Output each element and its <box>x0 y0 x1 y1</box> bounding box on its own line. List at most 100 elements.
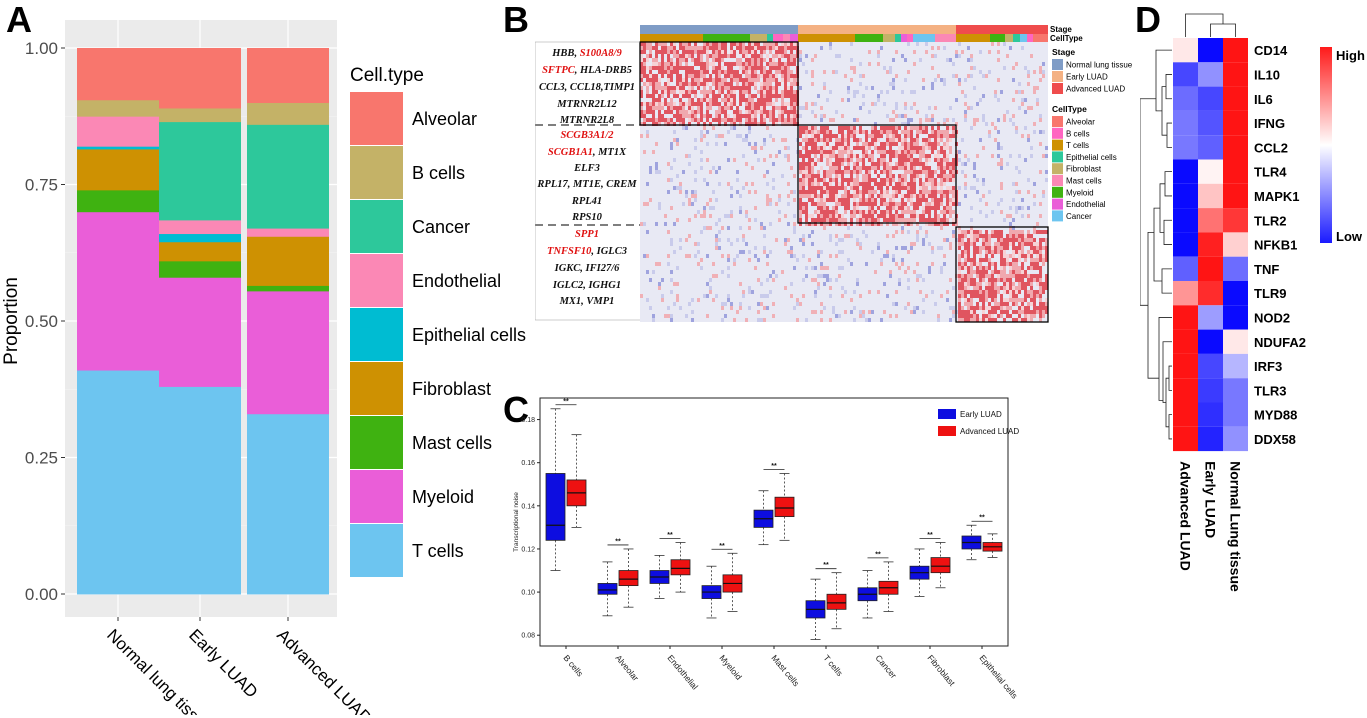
heatmap-cell <box>970 230 973 234</box>
heatmap-cell <box>787 42 790 46</box>
heatmap-cell <box>787 158 790 162</box>
bar-segment <box>77 116 159 147</box>
heatmap-cell <box>790 294 793 298</box>
heatmap-cell <box>946 210 949 214</box>
heatmap-cell <box>994 90 997 94</box>
heatmap-cell <box>988 50 991 54</box>
heatmap-cell <box>805 142 808 146</box>
heatmap-cell <box>721 254 724 258</box>
heatmap-cell <box>799 218 802 222</box>
heatmap-cell <box>715 242 718 246</box>
heatmap-cell <box>844 202 847 206</box>
heatmap-cell <box>889 174 892 178</box>
heatmap-cell <box>946 298 949 302</box>
heatmap-cell <box>823 202 826 206</box>
heatmap-cell <box>676 218 679 222</box>
heatmap-cell <box>979 230 982 234</box>
heatmap-cell <box>775 202 778 206</box>
heatmap-cell <box>919 158 922 162</box>
heatmap-cell <box>688 162 691 166</box>
heatmap-cell <box>748 130 751 134</box>
heatmap-cell <box>811 126 814 130</box>
heatmap-cell <box>961 234 964 238</box>
heatmap-cell <box>961 314 964 318</box>
heatmap-cell <box>820 266 823 270</box>
heatmap-cell <box>697 210 700 214</box>
heatmap-cell <box>1030 254 1033 258</box>
heatmap-cell <box>655 106 658 110</box>
heatmap-cell <box>1042 286 1045 290</box>
heatmap-cell <box>868 202 871 206</box>
heatmap-cell <box>940 222 943 226</box>
heatmap-cell <box>967 266 970 270</box>
heatmap-cell <box>1003 250 1006 254</box>
heatmap-cell <box>826 98 829 102</box>
heatmap-cell <box>724 74 727 78</box>
heatmap-cell <box>793 90 796 94</box>
heatmap-cell <box>868 190 871 194</box>
heatmap-cell <box>652 314 655 318</box>
heatmap-cell <box>994 262 997 266</box>
heatmap-cell <box>964 258 967 262</box>
heatmap-cell <box>808 162 811 166</box>
heatmap-cell <box>808 190 811 194</box>
heatmap-cell <box>781 74 784 78</box>
heatmap-cell <box>658 70 661 74</box>
heatmap-cell <box>991 286 994 290</box>
celltype-annotation <box>783 34 790 42</box>
heatmap-cell <box>895 102 898 106</box>
heatmap-cell <box>859 158 862 162</box>
heatmap-cell <box>907 186 910 190</box>
heatmap-cell <box>673 130 676 134</box>
heatmap-cell <box>1006 238 1009 242</box>
heatmap-cell <box>712 126 715 130</box>
heatmap-cell <box>814 138 817 142</box>
heatmap-cell <box>655 98 658 102</box>
heatmap-cell <box>928 206 931 210</box>
heatmap-cell <box>694 178 697 182</box>
heatmap-cell <box>742 82 745 86</box>
heatmap-cell <box>817 94 820 98</box>
heatmap-cell <box>652 102 655 106</box>
heatmap-cell <box>649 50 652 54</box>
heatmap-cell <box>793 110 796 114</box>
heatmap-cell <box>883 194 886 198</box>
heatmap-cell <box>718 86 721 90</box>
heatmap-cell <box>760 62 763 66</box>
heatmap-cell <box>913 218 916 222</box>
heatmap-cell <box>853 162 856 166</box>
heatmap-cell <box>814 218 817 222</box>
heatmap-cell <box>703 226 706 230</box>
heatmap-cell <box>709 46 712 50</box>
heatmap-cell <box>829 162 832 166</box>
heatmap-cell <box>886 70 889 74</box>
heatmap-cell <box>901 246 904 250</box>
heatmap-cell <box>892 254 895 258</box>
heatmap-cell <box>763 90 766 94</box>
heatmap-cell <box>961 274 964 278</box>
heatmap-cell <box>658 110 661 114</box>
heatmap-cell <box>715 294 718 298</box>
heatmap-cell <box>760 114 763 118</box>
heatmap-cell <box>868 170 871 174</box>
heatmap-cell <box>754 142 757 146</box>
heatmap-cell <box>754 122 757 126</box>
heatmap-cell <box>775 74 778 78</box>
heatmap-cell <box>1012 298 1015 302</box>
heatmap-cell <box>763 46 766 50</box>
heatmap-cell <box>1024 290 1027 294</box>
heatmap-cell <box>985 270 988 274</box>
heatmap-cell <box>1173 281 1198 306</box>
heatmap-cell <box>988 234 991 238</box>
heatmap-cell <box>703 294 706 298</box>
heatmap-cell <box>1006 246 1009 250</box>
heatmap-cell <box>865 130 868 134</box>
heatmap-cell <box>763 138 766 142</box>
heatmap-cell <box>931 182 934 186</box>
significance-label: ** <box>563 398 569 405</box>
heatmap-cell <box>904 58 907 62</box>
heatmap-cell <box>859 222 862 226</box>
heatmap-cell <box>1024 254 1027 258</box>
heatmap-cell <box>799 166 802 170</box>
heatmap-cell <box>820 210 823 214</box>
